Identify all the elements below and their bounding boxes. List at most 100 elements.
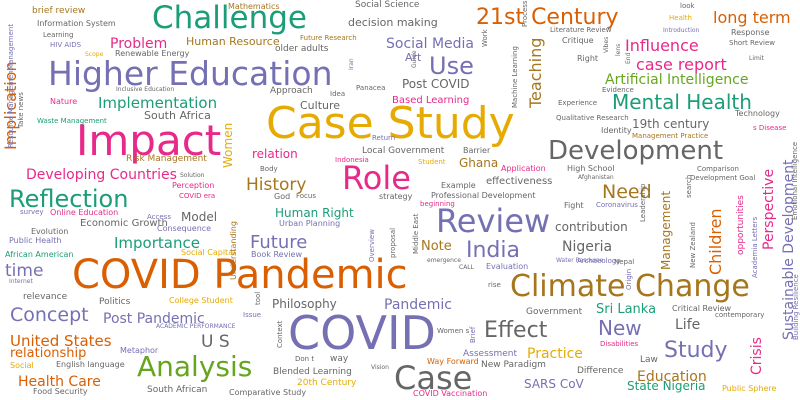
- cloud-word: Pandemic: [384, 297, 452, 313]
- cloud-word: Idea: [330, 90, 346, 98]
- cloud-word: Politics: [99, 297, 131, 307]
- cloud-word: Scope: [85, 51, 104, 58]
- cloud-word: Education: [637, 369, 707, 385]
- cloud-word: New: [598, 316, 642, 340]
- cloud-word: Analysis: [137, 350, 253, 383]
- cloud-word: Climate Change: [510, 269, 750, 304]
- cloud-word: Understanding: [229, 221, 238, 280]
- cloud-word: Economic Growth: [80, 218, 168, 229]
- cloud-word: God: [274, 192, 291, 201]
- cloud-word: Work: [481, 29, 489, 47]
- cloud-word: Post COVID: [402, 77, 470, 91]
- cloud-word: Barrier: [463, 146, 491, 155]
- cloud-word: Way Forward: [427, 357, 479, 366]
- cloud-word: Practice: [527, 346, 583, 362]
- cloud-word: Fight: [564, 201, 584, 210]
- cloud-word: Qualitative Research: [556, 114, 629, 122]
- cloud-word: Iran: [348, 58, 355, 70]
- cloud-word: Response: [731, 28, 770, 37]
- cloud-word: opportunities: [736, 195, 746, 255]
- cloud-word: older adults: [275, 44, 329, 54]
- cloud-word: Machine Learning: [511, 46, 519, 108]
- cloud-word: Reflection: [9, 185, 129, 213]
- cloud-word: rise: [488, 281, 501, 289]
- cloud-word: Developing Countries: [26, 167, 177, 183]
- cloud-word: College Student: [169, 296, 233, 305]
- cloud-word: Crisis: [749, 337, 765, 375]
- cloud-word: Perception: [172, 181, 215, 190]
- cloud-word: Renewable Energy: [115, 49, 190, 58]
- cloud-word: Sri Lanka: [596, 302, 657, 317]
- cloud-word: Professional Development: [431, 191, 536, 200]
- cloud-word: Take news: [17, 92, 25, 128]
- cloud-word: COVID era: [179, 192, 216, 200]
- cloud-word: 21st Century: [476, 5, 619, 30]
- cloud-word: India: [466, 238, 520, 263]
- cloud-word: Application: [501, 164, 546, 173]
- cloud-word: Technology: [735, 109, 780, 118]
- cloud-word: beginning: [420, 200, 455, 208]
- cloud-word: Effect: [484, 318, 548, 343]
- cloud-word: Life: [675, 317, 701, 333]
- cloud-word: Academia Letters: [751, 216, 759, 278]
- cloud-word: Difference: [577, 366, 624, 376]
- cloud-word: Health: [669, 14, 692, 22]
- cloud-word: COVID: [288, 306, 436, 360]
- cloud-word: Case: [394, 359, 473, 397]
- cloud-word: Human Right: [275, 206, 354, 220]
- cloud-word: Human Resource: [186, 35, 280, 48]
- cloud-word: Philosophy: [272, 297, 337, 311]
- cloud-word: 19th century: [632, 117, 710, 131]
- cloud-word: Learning: [43, 31, 74, 39]
- cloud-word: Comparison: [697, 165, 739, 173]
- cloud-word: Origin: [625, 268, 633, 290]
- cloud-word: tool: [254, 291, 262, 305]
- cloud-word: State Nigeria: [627, 379, 706, 393]
- cloud-word: Brief: [469, 326, 477, 343]
- cloud-word: COVID Pandemic: [72, 252, 408, 298]
- cloud-word: Assessment: [463, 349, 517, 359]
- cloud-word: Middle East: [412, 213, 420, 254]
- cloud-word: Management: [7, 23, 15, 70]
- cloud-word: Law: [640, 355, 658, 365]
- cloud-word: relationship: [10, 346, 87, 361]
- cloud-word: Challenge: [152, 0, 307, 36]
- cloud-word: Need: [602, 181, 652, 203]
- cloud-word: New Paradigm: [481, 360, 546, 370]
- cloud-word: Blended Learning: [273, 367, 352, 377]
- cloud-word: Solution: [180, 172, 205, 179]
- cloud-word: Access: [147, 213, 171, 221]
- cloud-word: Consequence: [157, 224, 212, 233]
- cloud-word: Local Government: [362, 146, 445, 156]
- cloud-word: COVID Vaccination: [413, 389, 488, 398]
- cloud-word: 20th Century: [297, 378, 357, 388]
- cloud-word: Critical Review: [672, 304, 732, 313]
- cloud-word: Vibes: [603, 36, 610, 53]
- cloud-word: relation: [252, 147, 298, 161]
- cloud-word: Use: [429, 52, 474, 80]
- cloud-word: brief review: [32, 6, 86, 16]
- cloud-word: Development: [548, 136, 724, 166]
- cloud-word: CALL: [459, 264, 474, 271]
- cloud-word: Evolution: [31, 227, 69, 236]
- cloud-word: Afghanistan: [578, 174, 614, 181]
- cloud-word: Evidence: [602, 86, 634, 94]
- cloud-word: Vision: [371, 364, 389, 371]
- cloud-word: Issue: [243, 311, 262, 319]
- cloud-word: Comparative Study: [229, 388, 307, 397]
- cloud-word: Development Goal: [690, 174, 756, 182]
- cloud-word: Waste Management: [37, 117, 107, 125]
- cloud-word: Indonesia: [335, 156, 369, 164]
- cloud-word: time: [5, 261, 44, 281]
- cloud-word: Coronavirus: [596, 201, 638, 209]
- cloud-word: contribution: [555, 220, 628, 234]
- cloud-word: Student: [418, 158, 446, 166]
- cloud-word: Children: [706, 208, 725, 275]
- cloud-word: s Disease: [753, 124, 787, 132]
- cloud-word: Mathematics: [228, 2, 280, 11]
- cloud-word: look: [680, 2, 695, 10]
- cloud-word: Inclusive Education: [116, 86, 175, 93]
- cloud-word: SARS CoV: [524, 377, 584, 391]
- cloud-word: Resource Management: [7, 67, 15, 148]
